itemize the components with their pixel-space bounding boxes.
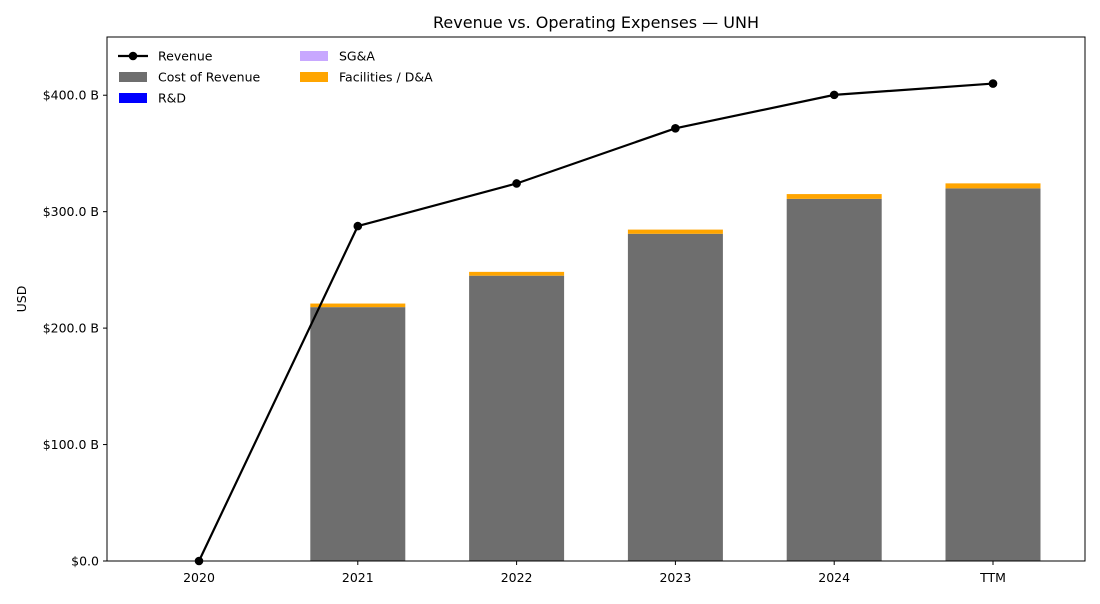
x-tick-label: 2023: [659, 570, 691, 585]
legend-label-r-d: R&D: [158, 91, 186, 106]
legend-marker-revenue: [128, 51, 138, 61]
x-tick-label: 2021: [342, 570, 374, 585]
bar-cost-of-revenue-ttm: [945, 188, 1041, 561]
legend: Revenue Cost of Revenue R&D SG&A Facilities …: [118, 49, 433, 106]
bar-cost-of-revenue-2021: [310, 307, 406, 561]
x-tick-label: 2024: [818, 570, 850, 585]
revenue-line: [198, 82, 994, 562]
plot-frame: [106, 36, 1086, 562]
bar-facilities-d-a-2022: [469, 271, 565, 276]
legend-label-sg-a: SG&A: [339, 49, 375, 64]
y-tick-label: $0.0: [71, 554, 99, 569]
y-tick-label: $100.0 B: [43, 437, 99, 452]
legend-swatch-sg-a: [300, 51, 328, 61]
revenue-point-2024: [829, 90, 839, 100]
x-tick-label: 2022: [501, 570, 533, 585]
legend-swatch-facilities-d-a: [300, 72, 328, 82]
chart-title: Revenue vs. Operating Expenses — UNH: [433, 13, 759, 32]
revenue-line-layer: [194, 79, 998, 566]
bar-cost-of-revenue-2023: [627, 233, 723, 561]
x-tick-label: 2020: [183, 570, 215, 585]
revenue-point-2021: [353, 221, 363, 231]
bar-facilities-d-a-2023: [627, 229, 723, 234]
legend-label-cost-of-revenue: Cost of Revenue: [158, 70, 261, 85]
bar-facilities-d-a-ttm: [945, 183, 1041, 189]
revenue-point-2023: [671, 123, 680, 133]
bar-facilities-d-a-2021: [310, 303, 406, 308]
legend-swatch-cost-of-revenue: [119, 72, 147, 82]
y-axis: $0.0 $100.0 B $200.0 B $300.0 B $400.0 B: [43, 88, 107, 569]
y-tick-label: $300.0 B: [43, 204, 99, 219]
legend-label-facilities-d-a: Facilities / D&A: [339, 70, 433, 85]
legend-swatch-r-d: [119, 93, 147, 103]
revenue-point-ttm: [988, 79, 998, 88]
revenue-point-2022: [512, 179, 521, 188]
bar-cost-of-revenue-2024: [786, 198, 882, 561]
bar-facilities-d-a-2024: [786, 194, 882, 199]
x-axis: 2020 2021 2022 2023 2024 TTM: [183, 561, 1006, 585]
x-tick-label: TTM: [979, 570, 1006, 585]
legend-label-revenue: Revenue: [158, 49, 213, 64]
y-axis-title: USD: [14, 286, 29, 313]
y-tick-label: $200.0 B: [43, 321, 99, 336]
bar-cost-of-revenue-2022: [469, 275, 565, 561]
y-tick-label: $400.0 B: [43, 88, 99, 103]
bars-layer: [310, 183, 1041, 561]
